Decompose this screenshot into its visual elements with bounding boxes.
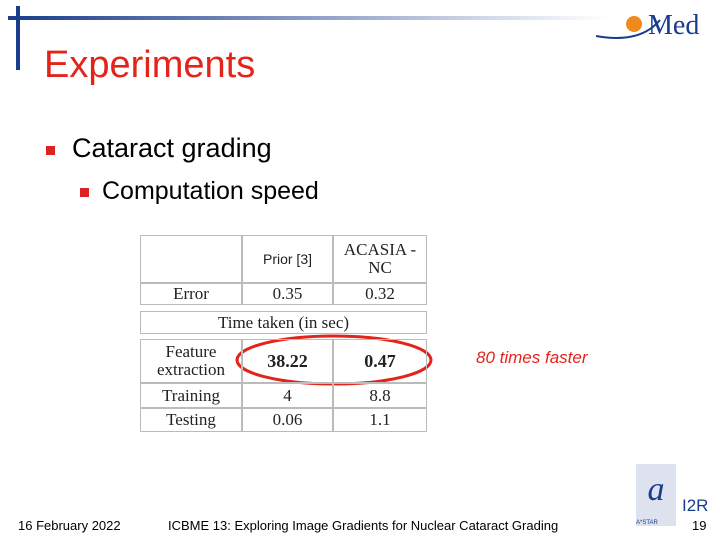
table-cell: 0.35 [242, 283, 333, 305]
table-cell: 0.06 [242, 408, 333, 432]
astar-glyph: a [648, 471, 665, 508]
table-cell [140, 235, 242, 283]
table-cell: Prior [3] [242, 235, 333, 283]
i2r-logo: I2R [682, 496, 709, 515]
annotation: 80 times faster [476, 348, 588, 367]
table-cell: 1.1 [333, 408, 427, 432]
table-cell: Feature extraction [140, 339, 242, 383]
table-cell: Testing [140, 408, 242, 432]
astar-logo [636, 464, 676, 526]
table-cell: 0.47 [333, 339, 427, 383]
footer-text: ICBME 13: Exploring Image Gradients for … [168, 518, 559, 533]
table-cell: Time taken (in sec) [140, 311, 427, 334]
table-cell: ACASIA -NC [333, 235, 427, 283]
logo-swoosh [595, 19, 661, 39]
table-cell: 4 [242, 383, 333, 408]
logo-dot [626, 16, 642, 32]
table-cell: Training [140, 383, 242, 408]
table-cell: Error [140, 283, 242, 305]
table-cell: 38.22 [242, 339, 333, 383]
bullet-marker [46, 146, 55, 155]
bullet-marker [80, 188, 89, 197]
header-line [8, 16, 608, 20]
sub-bullet: Computation speed [102, 177, 319, 205]
astar-text: A*STAR [636, 520, 658, 526]
table-cell: 0.32 [333, 283, 427, 305]
highlight-ellipse [235, 334, 433, 386]
slide-title: Experiments [44, 44, 256, 86]
logo-text: Med [648, 10, 700, 41]
bullet: Cataract grading [72, 133, 272, 163]
page-number: 19 [692, 518, 707, 533]
footer-date: 16 February 2022 [18, 518, 121, 533]
header-bar [16, 6, 20, 70]
table-cell: 8.8 [333, 383, 427, 408]
